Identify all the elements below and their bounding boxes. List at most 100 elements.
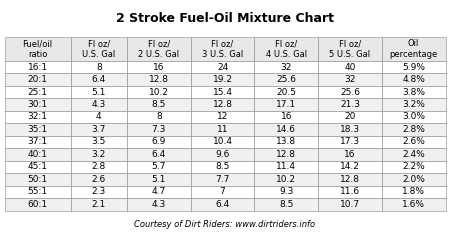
Text: 9.6: 9.6 (216, 150, 230, 159)
Text: 4: 4 (96, 113, 102, 121)
Bar (191, 173, 254, 186)
Bar (254, 61, 318, 73)
Bar (382, 173, 446, 186)
Text: Fl oz/
5 U.S. Gal: Fl oz/ 5 U.S. Gal (329, 39, 370, 59)
Bar (71, 161, 127, 173)
Bar (4, 61, 71, 73)
Text: 10.7: 10.7 (340, 200, 360, 209)
Text: 10.4: 10.4 (212, 137, 233, 146)
Text: 18.3: 18.3 (340, 125, 360, 134)
Bar (318, 173, 382, 186)
Text: 12.8: 12.8 (340, 175, 360, 184)
Text: 6.4: 6.4 (216, 200, 230, 209)
Bar (127, 98, 191, 111)
Text: 8.5: 8.5 (279, 200, 293, 209)
Bar (382, 161, 446, 173)
Text: Fl oz/
2 U.S. Gal: Fl oz/ 2 U.S. Gal (138, 39, 180, 59)
Bar (254, 37, 318, 61)
Text: 11.6: 11.6 (340, 187, 360, 196)
Text: 5.1: 5.1 (152, 175, 166, 184)
Text: 32: 32 (344, 75, 356, 84)
Text: 4.8%: 4.8% (402, 75, 425, 84)
Bar (254, 73, 318, 86)
Text: Courtesy of Dirt Riders: www.dirtriders.info: Courtesy of Dirt Riders: www.dirtriders.… (135, 220, 315, 229)
Text: 2.8%: 2.8% (402, 125, 425, 134)
Text: 37:1: 37:1 (27, 137, 48, 146)
Text: 16:1: 16:1 (27, 62, 48, 72)
Bar (254, 98, 318, 111)
Text: 10.2: 10.2 (149, 88, 169, 96)
Bar (382, 86, 446, 98)
Text: 40: 40 (344, 62, 356, 72)
Bar (318, 123, 382, 136)
Text: 40:1: 40:1 (27, 150, 48, 159)
Text: 3.8%: 3.8% (402, 88, 425, 96)
Bar (127, 161, 191, 173)
Text: 5.1: 5.1 (92, 88, 106, 96)
Bar (254, 86, 318, 98)
Bar (127, 111, 191, 123)
Bar (71, 98, 127, 111)
Bar (127, 61, 191, 73)
Text: 55:1: 55:1 (27, 187, 48, 196)
Text: 2.2%: 2.2% (402, 162, 425, 172)
Text: 25.6: 25.6 (340, 88, 360, 96)
Bar (382, 123, 446, 136)
Bar (127, 123, 191, 136)
Text: 14.2: 14.2 (340, 162, 360, 172)
Bar (71, 86, 127, 98)
Text: 50:1: 50:1 (27, 175, 48, 184)
Text: 5.9%: 5.9% (402, 62, 425, 72)
Bar (191, 111, 254, 123)
Bar (191, 198, 254, 211)
Text: 60:1: 60:1 (27, 200, 48, 209)
Bar (382, 37, 446, 61)
Text: 14.6: 14.6 (276, 125, 296, 134)
Bar (382, 98, 446, 111)
Bar (191, 136, 254, 148)
Text: 2 Stroke Fuel-Oil Mixture Chart: 2 Stroke Fuel-Oil Mixture Chart (116, 12, 334, 25)
Bar (4, 111, 71, 123)
Bar (318, 98, 382, 111)
Bar (318, 86, 382, 98)
Bar (71, 37, 127, 61)
Text: 12: 12 (217, 113, 228, 121)
Bar (4, 86, 71, 98)
Bar (191, 161, 254, 173)
Bar (4, 161, 71, 173)
Text: 8: 8 (96, 62, 102, 72)
Bar (71, 73, 127, 86)
Text: 10.2: 10.2 (276, 175, 296, 184)
Text: 35:1: 35:1 (27, 125, 48, 134)
Text: 8: 8 (156, 113, 162, 121)
Bar (191, 73, 254, 86)
Text: 8.5: 8.5 (216, 162, 230, 172)
Text: 19.2: 19.2 (212, 75, 233, 84)
Text: 12.8: 12.8 (212, 100, 233, 109)
Bar (254, 148, 318, 161)
Text: Fl oz/
3 U.S. Gal: Fl oz/ 3 U.S. Gal (202, 39, 243, 59)
Bar (71, 136, 127, 148)
Bar (318, 73, 382, 86)
Text: 16: 16 (280, 113, 292, 121)
Text: 16: 16 (153, 62, 165, 72)
Text: 3.7: 3.7 (92, 125, 106, 134)
Text: 20.5: 20.5 (276, 88, 296, 96)
Bar (127, 186, 191, 198)
Text: 7.7: 7.7 (216, 175, 230, 184)
Bar (254, 136, 318, 148)
Text: 2.6%: 2.6% (402, 137, 425, 146)
Text: 6.4: 6.4 (92, 75, 106, 84)
Text: 3.5: 3.5 (92, 137, 106, 146)
Bar (4, 73, 71, 86)
Bar (254, 173, 318, 186)
Bar (318, 148, 382, 161)
Text: 2.0%: 2.0% (402, 175, 425, 184)
Bar (4, 148, 71, 161)
Text: 24: 24 (217, 62, 228, 72)
Text: 32:1: 32:1 (27, 113, 48, 121)
Bar (382, 61, 446, 73)
Bar (382, 111, 446, 123)
Text: 11: 11 (217, 125, 228, 134)
Text: 8.5: 8.5 (152, 100, 166, 109)
